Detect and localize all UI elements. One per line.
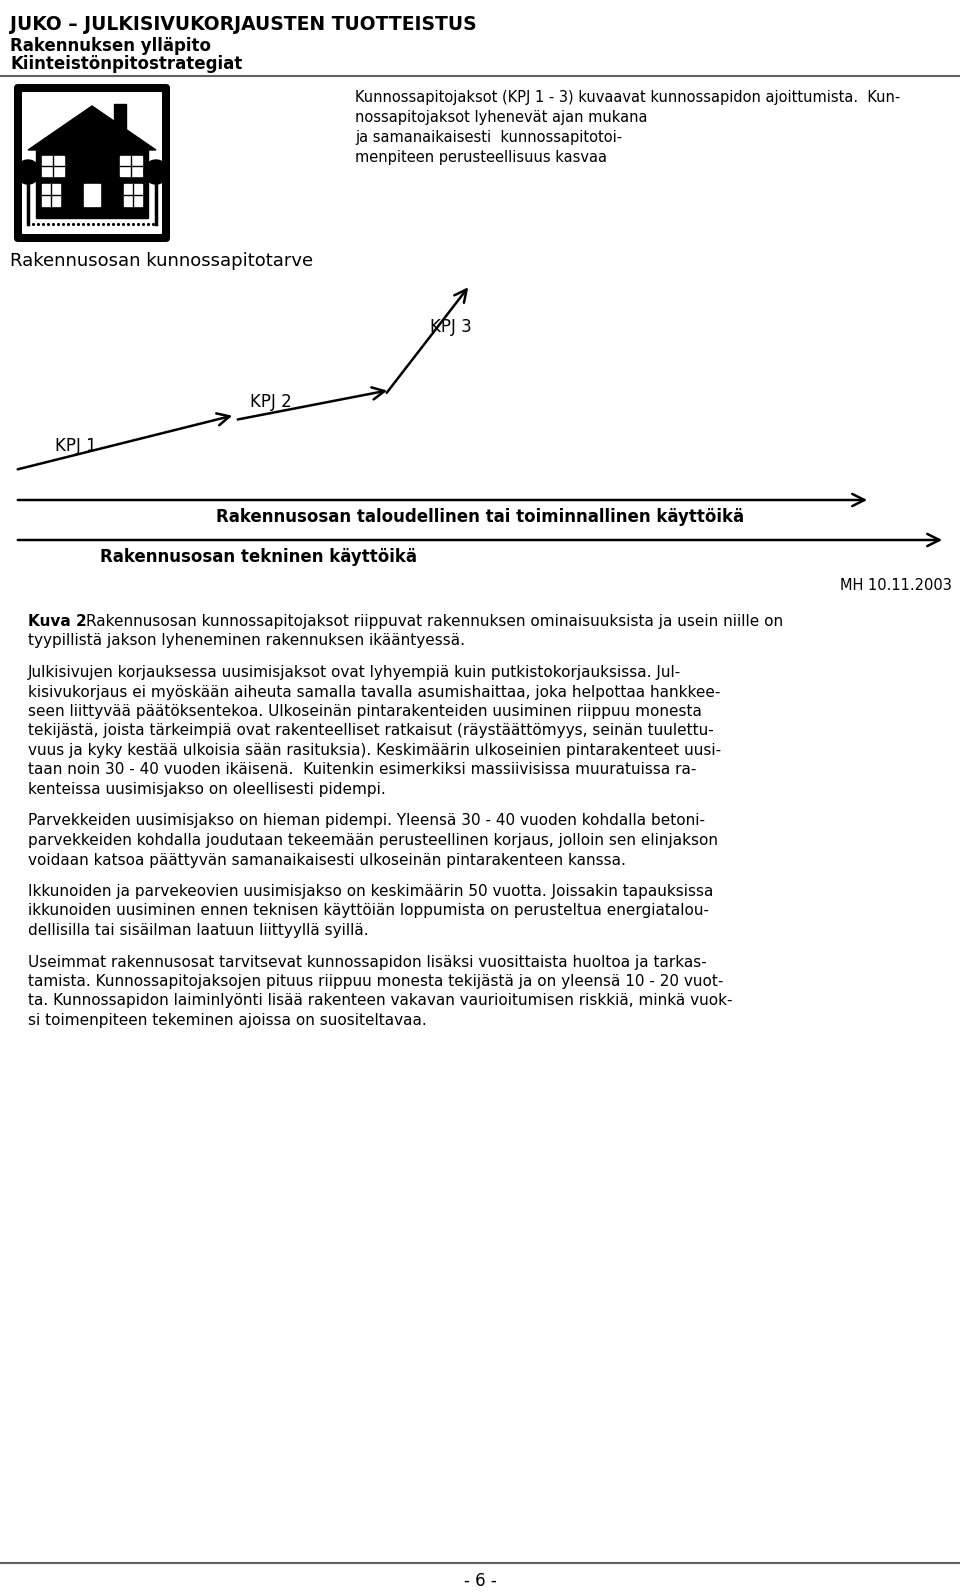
Polygon shape [28, 107, 156, 150]
Text: seen liittyvää päätöksentekoa. Ulkoseinän pintarakenteiden uusiminen riippuu mon: seen liittyvää päätöksentekoa. Ulkoseinä… [28, 704, 702, 718]
Polygon shape [42, 185, 60, 205]
Text: tyypillistä jakson lyheneminen rakennuksen ikääntyessä.: tyypillistä jakson lyheneminen rakennuks… [28, 634, 465, 648]
Text: KPJ 2: KPJ 2 [250, 393, 292, 411]
Text: Rakennusosan taloudellinen tai toiminnallinen käyttöikä: Rakennusosan taloudellinen tai toiminnal… [216, 508, 744, 526]
Text: Useimmat rakennusosat tarvitsevat kunnossapidon lisäksi vuosittaista huoltoa ja : Useimmat rakennusosat tarvitsevat kunnos… [28, 954, 707, 970]
Text: Rakennusosan kunnossapitojaksot riippuvat rakennuksen ominaisuuksista ja usein n: Rakennusosan kunnossapitojaksot riippuva… [86, 613, 783, 629]
FancyBboxPatch shape [22, 92, 162, 234]
Text: si toimenpiteen tekeminen ajoissa on suositeltavaa.: si toimenpiteen tekeminen ajoissa on suo… [28, 1013, 427, 1027]
Text: - 6 -: - 6 - [464, 1572, 496, 1590]
Text: voidaan katsoa päättyvän samanaikaisesti ulkoseinän pintarakenteen kanssa.: voidaan katsoa päättyvän samanaikaisesti… [28, 852, 626, 868]
Polygon shape [114, 104, 126, 131]
Text: ta. Kunnossapidon laiminlyönti lisää rakenteen vakavan vaurioitumisen riskkiä, m: ta. Kunnossapidon laiminlyönti lisää rak… [28, 994, 732, 1008]
Text: Ikkunoiden ja parvekeovien uusimisjakso on keskimäärin 50 vuotta. Joissakin tapa: Ikkunoiden ja parvekeovien uusimisjakso … [28, 884, 713, 898]
Text: KPJ 1: KPJ 1 [55, 436, 97, 456]
Text: dellisilla tai sisäilman laatuun liittyyllä syillä.: dellisilla tai sisäilman laatuun liittyy… [28, 922, 369, 938]
FancyBboxPatch shape [14, 84, 170, 242]
Text: KPJ 3: KPJ 3 [430, 319, 471, 336]
Text: tamista. Kunnossapitojaksojen pituus riippuu monesta tekijästä ja on yleensä 10 : tamista. Kunnossapitojaksojen pituus rii… [28, 973, 724, 989]
Polygon shape [120, 156, 142, 175]
Text: MH 10.11.2003: MH 10.11.2003 [840, 578, 952, 593]
Text: menpiteen perusteellisuus kasvaa: menpiteen perusteellisuus kasvaa [355, 150, 607, 166]
Text: Rakennuksen ylläpito: Rakennuksen ylläpito [10, 37, 211, 56]
Text: kenteissa uusimisjakso on oleellisesti pidempi.: kenteissa uusimisjakso on oleellisesti p… [28, 782, 386, 796]
Circle shape [144, 159, 168, 185]
Text: ikkunoiden uusiminen ennen teknisen käyttöiän loppumista on perusteltua energiat: ikkunoiden uusiminen ennen teknisen käyt… [28, 903, 709, 919]
Text: vuus ja kyky kestää ulkoisia sään rasituksia). Keskimäärin ulkoseinien pintarake: vuus ja kyky kestää ulkoisia sään rasitu… [28, 742, 721, 758]
Text: Kunnossapitojaksot (KPJ 1 - 3) kuvaavat kunnossapidon ajoittumista.  Kun-: Kunnossapitojaksot (KPJ 1 - 3) kuvaavat … [355, 89, 900, 105]
Text: Rakennusosan tekninen käyttöikä: Rakennusosan tekninen käyttöikä [100, 548, 417, 566]
Polygon shape [42, 156, 64, 175]
Text: Parvekkeiden uusimisjakso on hieman pidempi. Yleensä 30 - 40 vuoden kohdalla bet: Parvekkeiden uusimisjakso on hieman pide… [28, 814, 705, 828]
Text: Kiinteistönpitostrategiat: Kiinteistönpitostrategiat [10, 56, 242, 73]
Text: Kuva 2: Kuva 2 [28, 613, 86, 629]
Text: taan noin 30 - 40 vuoden ikäisenä.  Kuitenkin esimerkiksi massiivisissa muuratui: taan noin 30 - 40 vuoden ikäisenä. Kuite… [28, 763, 696, 777]
Circle shape [16, 159, 40, 185]
Text: tekijästä, joista tärkeimpiä ovat rakenteelliset ratkaisut (räystäättömyys, sein: tekijästä, joista tärkeimpiä ovat rakent… [28, 723, 713, 739]
Polygon shape [36, 150, 148, 218]
Text: ja samanaikaisesti  kunnossapitotoi-: ja samanaikaisesti kunnossapitotoi- [355, 131, 622, 145]
Text: JUKO – JULKISIVUKORJAUSTEN TUOTTEISTUS: JUKO – JULKISIVUKORJAUSTEN TUOTTEISTUS [10, 14, 476, 33]
Text: Rakennusosan kunnossapitotarve: Rakennusosan kunnossapitotarve [10, 252, 313, 269]
Text: kisivukorjaus ei myöskään aiheuta samalla tavalla asumishaittaa, joka helpottaa : kisivukorjaus ei myöskään aiheuta samall… [28, 685, 720, 699]
Polygon shape [84, 185, 100, 205]
Text: nossapitojaksot lyhenevät ajan mukana: nossapitojaksot lyhenevät ajan mukana [355, 110, 647, 124]
Text: Julkisivujen korjauksessa uusimisjaksot ovat lyhyempiä kuin putkistokorjauksissa: Julkisivujen korjauksessa uusimisjaksot … [28, 664, 682, 680]
Text: parvekkeiden kohdalla joudutaan tekeemään perusteellinen korjaus, jolloin sen el: parvekkeiden kohdalla joudutaan tekeemää… [28, 833, 718, 847]
Polygon shape [124, 185, 142, 205]
